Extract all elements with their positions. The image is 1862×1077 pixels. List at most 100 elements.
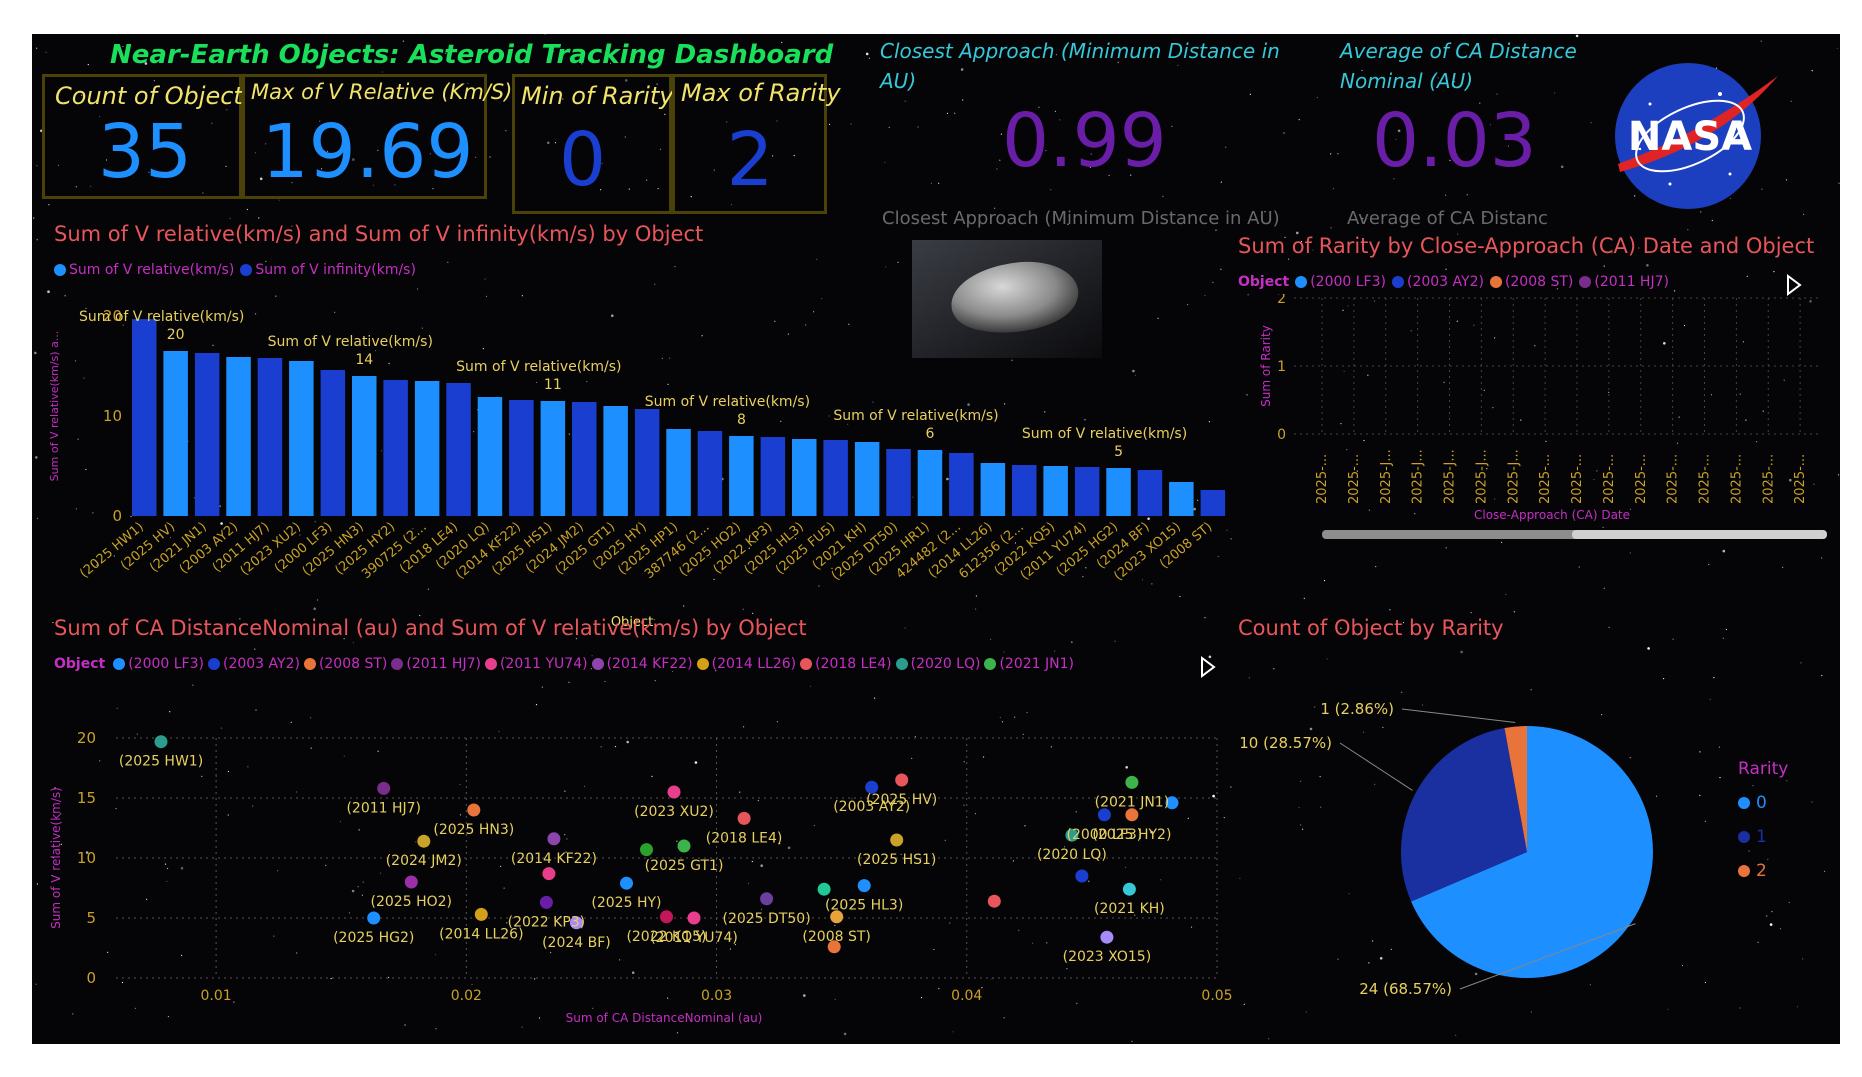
point-label: (2023 XO15) [1063,949,1152,965]
star [538,1017,541,1019]
star [718,91,720,93]
star [554,142,557,144]
star [1208,421,1210,423]
star [776,120,778,122]
star [475,156,477,158]
y-tick-label: 0 [112,507,122,525]
x-tick-label: 2025-... [1698,454,1713,504]
x-tick-label: 2025-... [1570,454,1585,504]
star [1470,612,1472,614]
star [434,954,437,956]
star [252,805,254,807]
legend-next-icon[interactable] [1786,274,1802,296]
star [1204,617,1206,619]
star [1687,229,1689,231]
star [609,62,612,64]
pie-leader-line [1339,742,1413,791]
star [1530,1011,1532,1013]
kpi-card-max-v-relative[interactable]: Max of V Relative (Km/S) 19.69 [242,74,512,199]
legend-dot [391,658,404,670]
legend-label: Sum of V infinity(km/s) [255,262,416,278]
star [994,207,996,209]
legend-item[interactable]: (2000 LF3) [113,656,204,672]
star [45,51,47,53]
legend-item[interactable]: (2011 HJ7) [391,656,481,672]
star [352,642,354,644]
star [974,813,977,815]
legend-item[interactable]: (2011 YU74) [484,656,588,672]
legend-item[interactable]: (2014 KF22) [591,656,693,672]
legend-item[interactable]: (2021 JN1) [984,656,1074,672]
legend-item[interactable]: (2011 HJ7) [1579,274,1669,290]
legend-label: 0 [1756,793,1767,813]
kpi-card-max-rarity[interactable]: Max of Rarity 2 [672,74,841,214]
legend-item[interactable]: (2003 AY2) [1391,274,1484,290]
star [227,770,229,773]
star [1089,166,1091,168]
star [362,881,364,883]
kpi-value: 35 [97,109,193,195]
legend-item[interactable]: (2000 LF3) [1295,274,1386,290]
y-tick-label: 20 [77,729,96,747]
star [35,983,37,985]
star [1756,441,1758,443]
legend-dot [1738,797,1750,809]
legend-item[interactable]: (2018 LE4) [800,656,892,672]
star [1401,691,1403,693]
kpi-card-count[interactable]: Count of Object 35 [42,74,243,199]
star [941,657,943,659]
kpi-label: Count of Object [55,82,243,110]
star [676,1032,679,1034]
star [888,126,890,129]
legend-item[interactable]: (2014 LL26) [696,656,796,672]
star [1704,981,1706,984]
star [626,740,629,744]
closest-approach-value[interactable]: 0.99 [1002,98,1167,184]
star [1212,794,1215,798]
star [1284,236,1286,238]
x-tick-label: 2025-J... [1379,449,1394,504]
star [415,841,417,843]
legend-item[interactable]: 0 [1738,786,1788,820]
star [505,656,507,658]
star [1742,341,1744,343]
star [969,991,971,993]
legend-next-icon[interactable] [1200,656,1216,678]
star [981,987,983,989]
star [258,217,260,219]
star [255,709,257,711]
star [794,538,797,540]
star [1283,132,1285,134]
legend-item-v-relative[interactable]: Sum of V relative(km/s) [54,262,234,278]
star [1296,231,1299,235]
star [348,912,350,914]
star [1629,757,1631,759]
y-tick-label: 20 [103,307,122,325]
star [1443,381,1445,383]
bar [980,463,1006,516]
legend-item[interactable]: 1 [1738,820,1788,854]
star [459,783,461,786]
star [757,799,759,802]
star [351,889,355,893]
legend-item[interactable]: (2008 ST) [303,656,387,672]
star [1179,595,1181,598]
star [1368,509,1370,511]
point-label: (2003 AY2) [833,799,910,815]
star [1589,984,1591,986]
star [1309,727,1313,731]
star [1248,677,1250,679]
star [377,149,379,151]
star [969,538,971,541]
legend-item-v-infinity[interactable]: Sum of V infinity(km/s) [240,262,416,278]
star [1332,188,1334,190]
legend-item[interactable]: (2020 LQ) [895,656,980,672]
kpi-card-min-rarity[interactable]: Min of Rarity 0 [512,74,674,214]
legend-item[interactable]: 2 [1738,854,1788,888]
legend-item[interactable]: (2003 AY2) [207,656,300,672]
average-ca-value[interactable]: 0.03 [1372,98,1537,184]
legend-item[interactable]: (2008 ST) [1489,274,1573,290]
bar [1043,466,1068,516]
star [1004,403,1006,405]
star [1374,300,1376,302]
